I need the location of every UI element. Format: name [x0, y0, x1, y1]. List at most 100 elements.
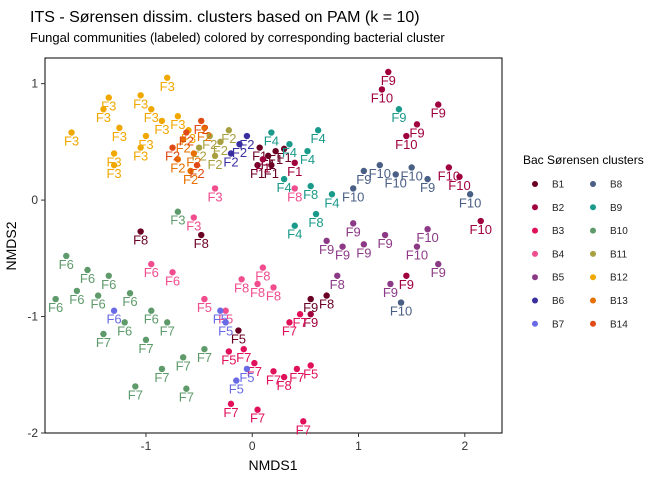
point-label: F3	[170, 117, 185, 132]
x-axis-label: NMDS1	[248, 457, 297, 473]
legend-label: B2	[552, 203, 565, 214]
data-point	[424, 225, 431, 233]
data-point	[304, 147, 311, 155]
data-point	[280, 373, 288, 381]
data-point	[126, 290, 134, 297]
point-label: F6	[144, 265, 159, 280]
point-label: F2	[197, 129, 212, 144]
legend-title: Bac Sørensen clusters	[523, 153, 644, 167]
x-tick-label: 2	[461, 439, 468, 453]
point-label: F6	[106, 312, 121, 327]
data-point	[227, 150, 235, 157]
legend-item-b9: B9	[590, 203, 623, 214]
point-label: F8	[234, 280, 249, 295]
data-point	[312, 210, 320, 218]
data-point	[105, 94, 112, 101]
point-label: F9	[381, 73, 396, 88]
legend-label: B5	[552, 273, 565, 284]
legend-swatch	[532, 274, 538, 281]
legend-swatch	[590, 297, 596, 304]
data-point	[201, 345, 208, 353]
data-point	[254, 406, 261, 413]
point-label: F4	[311, 131, 326, 146]
point-label: F3	[170, 213, 185, 228]
data-point	[286, 140, 293, 148]
legend-item-b12: B12	[590, 273, 628, 284]
point-label: F10	[470, 222, 492, 237]
point-label: F1	[255, 160, 270, 175]
data-point	[240, 345, 247, 353]
data-point	[193, 161, 201, 169]
point-label: F7	[179, 390, 194, 405]
data-point	[307, 182, 314, 190]
data-point	[268, 161, 275, 169]
point-label: F2	[202, 137, 217, 152]
data-point	[225, 127, 233, 134]
point-label: F9	[319, 242, 334, 257]
data-point	[392, 171, 399, 178]
data-point	[100, 106, 107, 113]
point-label: F10	[369, 166, 391, 181]
point-label: F10	[416, 230, 438, 245]
point-label: F3	[160, 79, 175, 94]
data-point	[174, 156, 182, 163]
data-point	[256, 144, 263, 151]
point-label: F4	[324, 195, 339, 210]
point-label: F10	[390, 304, 412, 319]
point-label: F3	[154, 122, 169, 137]
legend-item-b1: B1	[532, 180, 565, 191]
point-label: F2	[176, 141, 191, 156]
point-label: F7	[128, 387, 143, 402]
legend-swatch	[532, 227, 538, 234]
data-point	[424, 175, 431, 183]
legend-swatch	[532, 181, 538, 187]
point-label: F5	[221, 352, 236, 367]
point-label: F8	[308, 215, 323, 230]
data-point	[183, 385, 190, 392]
data-point	[137, 144, 144, 151]
point-label: F8	[330, 277, 345, 292]
data-point	[397, 299, 405, 306]
point-label: F10	[395, 137, 417, 152]
legend-label: B4	[552, 249, 565, 260]
point-label: F9	[356, 245, 371, 260]
point-label: F5	[303, 366, 318, 381]
point-label: F6	[59, 257, 74, 272]
data-point	[63, 252, 70, 260]
point-label: F10	[459, 195, 481, 210]
point-label: F3	[133, 96, 148, 111]
legend-swatch	[590, 227, 596, 234]
point-label: F5	[239, 370, 254, 385]
data-point	[323, 237, 330, 245]
data-point	[408, 164, 415, 171]
data-point	[174, 113, 182, 120]
point-label: F5	[197, 300, 212, 315]
point-label: F10	[371, 90, 393, 105]
legend-swatch	[532, 204, 538, 211]
point-label: F2	[207, 157, 222, 172]
legend-label: B6	[552, 296, 565, 307]
data-point	[142, 132, 150, 140]
legend-swatch	[590, 181, 596, 187]
data-point	[158, 365, 166, 373]
point-label: F9	[335, 248, 350, 263]
data-point	[222, 307, 229, 314]
x-tick-label: -1	[141, 439, 152, 453]
data-point	[259, 264, 267, 271]
point-label: F5	[231, 332, 246, 347]
data-point	[195, 144, 203, 151]
data-point	[243, 132, 251, 140]
legend: B1 B2 B3 B4 B5 B6 B7 B8 B9 B10 B11 B12 B13 B14	[532, 180, 628, 330]
data-point	[378, 86, 386, 93]
point-label: F8	[303, 187, 318, 202]
data-point	[387, 280, 394, 288]
point-label: F8	[319, 297, 334, 312]
point-label: F6	[122, 294, 137, 309]
point-label: F2	[170, 160, 185, 175]
data-point	[291, 185, 298, 192]
